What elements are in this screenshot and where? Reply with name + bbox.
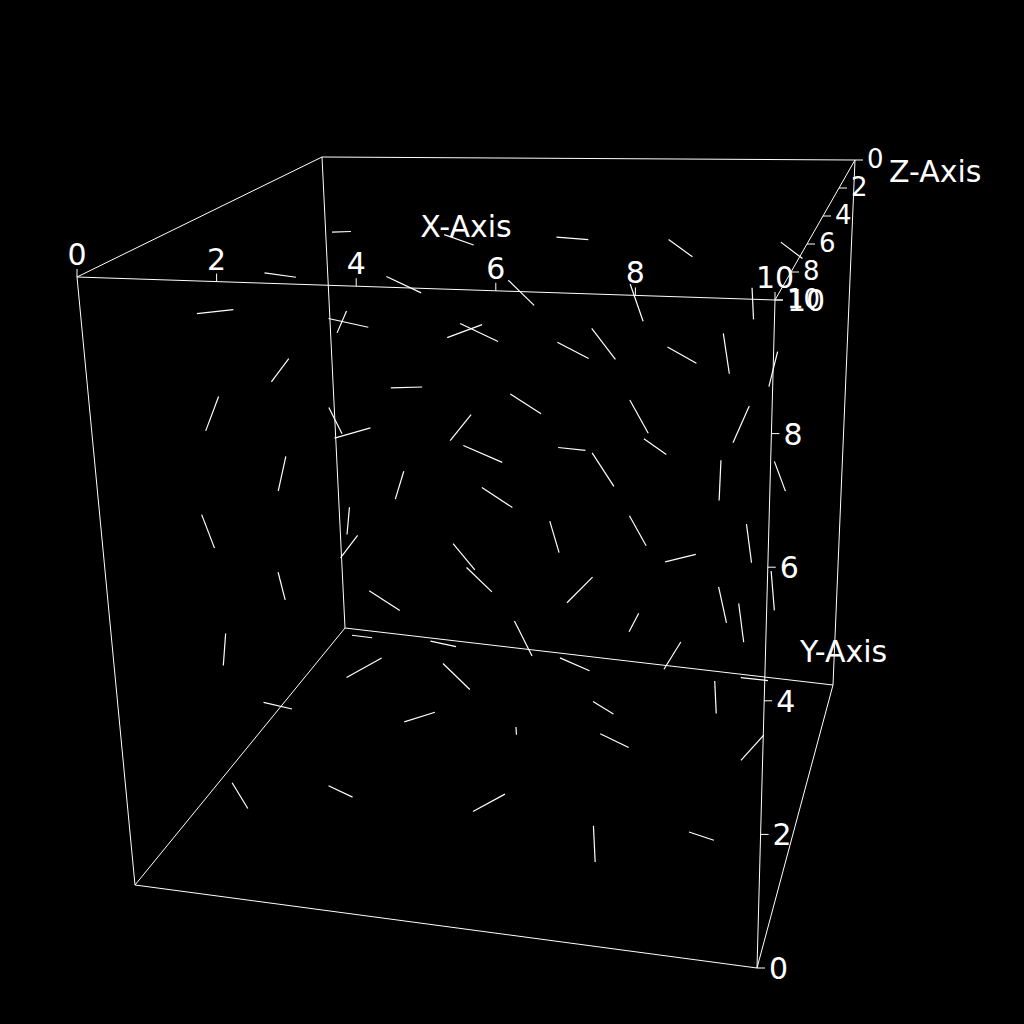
svg-text:8: 8 <box>803 256 820 286</box>
svg-text:10: 10 <box>787 284 820 314</box>
svg-text:0: 0 <box>67 237 86 272</box>
svg-text:2: 2 <box>773 817 792 852</box>
svg-text:10: 10 <box>787 283 825 318</box>
svg-text:X-Axis: X-Axis <box>420 209 511 244</box>
svg-text:4: 4 <box>835 200 852 230</box>
svg-text:0: 0 <box>867 144 884 174</box>
svg-text:6: 6 <box>780 550 799 585</box>
svg-text:6: 6 <box>819 228 836 258</box>
svg-text:4: 4 <box>776 684 795 719</box>
svg-text:Z-Axis: Z-Axis <box>889 154 981 189</box>
svg-text:2: 2 <box>207 242 226 277</box>
svg-text:0: 0 <box>769 951 788 986</box>
svg-text:8: 8 <box>626 255 645 290</box>
svg-text:6: 6 <box>486 251 505 286</box>
svg-text:2: 2 <box>851 172 868 202</box>
svg-text:8: 8 <box>783 417 802 452</box>
svg-text:10: 10 <box>755 260 795 295</box>
svg-text:4: 4 <box>347 246 366 281</box>
svg-text:Y-Axis: Y-Axis <box>799 634 887 669</box>
